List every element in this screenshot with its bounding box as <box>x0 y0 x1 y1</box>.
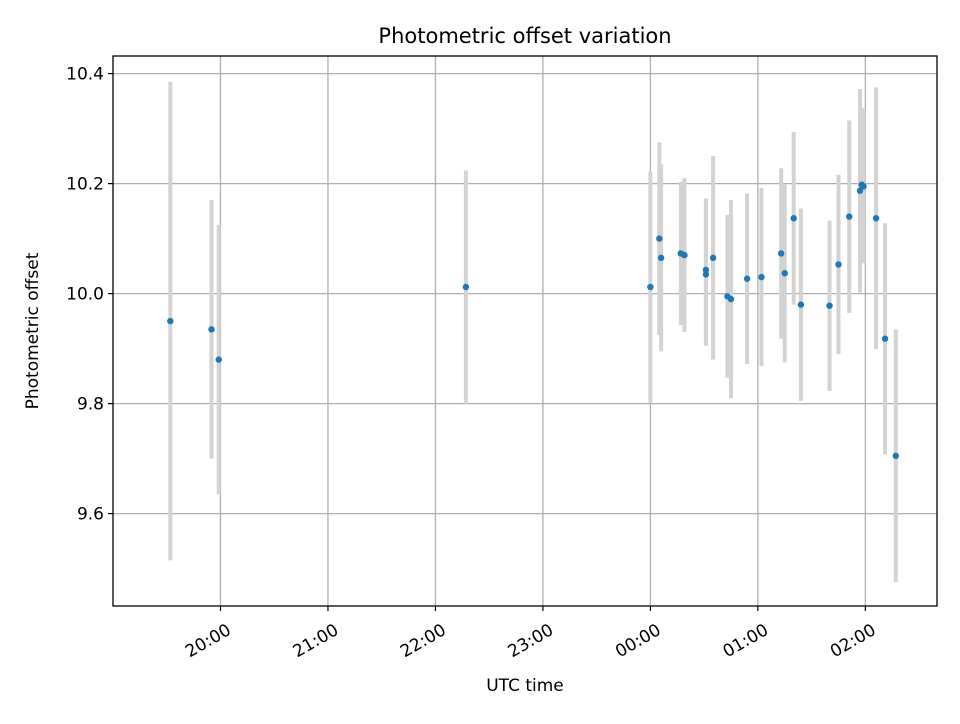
x-tick-label: 01:00 <box>720 620 772 662</box>
data-point <box>702 266 710 274</box>
x-tick-label: 22:00 <box>397 620 449 662</box>
x-tick-label: 02:00 <box>827 620 879 662</box>
y-tick-label: 9.6 <box>77 505 104 525</box>
data-point <box>872 215 880 222</box>
data-point <box>777 250 785 257</box>
data-point <box>462 283 470 291</box>
x-tick-label: 00:00 <box>612 620 664 662</box>
y-tick-label: 10.2 <box>66 175 104 195</box>
y-tick-label: 9.8 <box>77 395 104 415</box>
data-point <box>657 254 665 262</box>
data-point <box>702 271 710 278</box>
data-point <box>856 187 864 194</box>
axes-frame <box>112 55 938 607</box>
x-tick-label: 21:00 <box>290 620 342 662</box>
error-bars <box>168 81 898 583</box>
data-point <box>743 275 751 282</box>
x-axis-ticks: 20:00 21:00 22:00 23:00 00:00 01:00 02:00 <box>182 606 879 662</box>
data-points <box>167 181 899 460</box>
data-point <box>892 452 899 460</box>
data-point <box>781 270 788 277</box>
y-axis-label: Photometric offset <box>23 252 43 409</box>
data-point <box>758 273 765 281</box>
x-tick-label: 20:00 <box>182 620 234 662</box>
data-point <box>656 235 663 242</box>
data-point <box>167 317 174 325</box>
data-point <box>709 254 717 262</box>
data-point <box>797 301 805 308</box>
x-axis-label: UTC time <box>486 676 564 696</box>
data-point <box>826 302 833 309</box>
chart-title: Photometric offset variation <box>378 24 671 48</box>
data-point <box>790 215 797 222</box>
x-tick-label: 23:00 <box>505 620 557 662</box>
y-axis-ticks: 9.6 9.8 10.0 10.2 10.4 <box>66 65 113 525</box>
data-point <box>215 356 222 363</box>
data-point <box>881 335 889 342</box>
data-point <box>835 261 842 268</box>
data-point <box>681 251 688 259</box>
data-point <box>647 283 654 291</box>
data-point <box>727 295 735 303</box>
grid-layer <box>113 56 937 606</box>
data-point <box>860 183 867 190</box>
y-tick-label: 10.0 <box>66 285 104 305</box>
data-point <box>846 213 853 220</box>
data-point <box>208 326 215 333</box>
y-tick-label: 10.4 <box>66 65 104 85</box>
